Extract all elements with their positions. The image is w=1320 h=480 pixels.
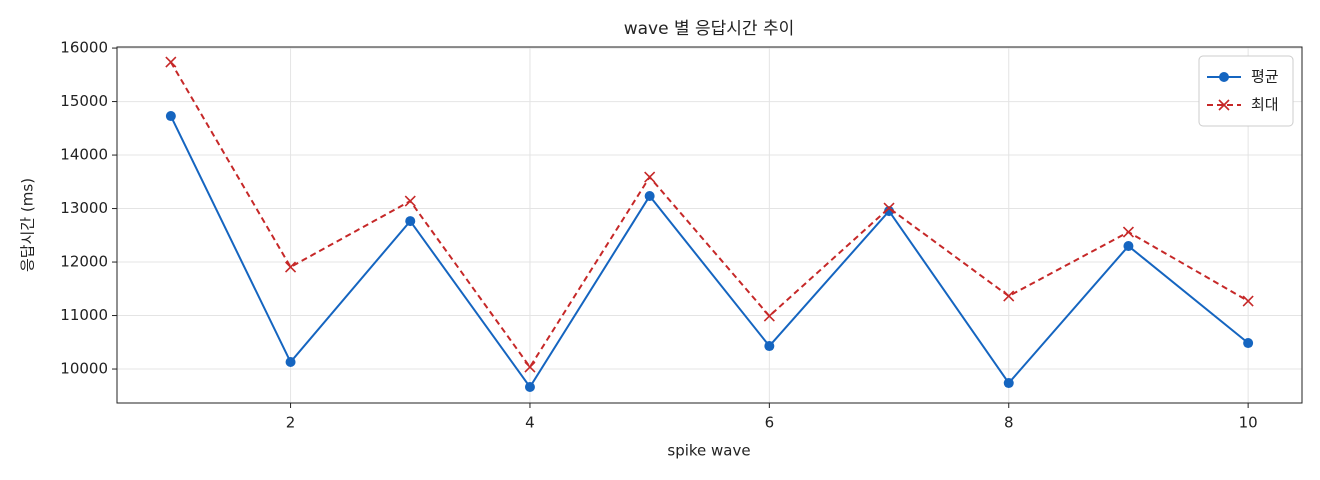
marker bbox=[285, 357, 296, 368]
y-tick-label: 13000 bbox=[60, 199, 108, 217]
marker bbox=[644, 171, 656, 183]
marker bbox=[524, 382, 535, 393]
marker bbox=[1242, 295, 1254, 307]
marker bbox=[165, 56, 177, 68]
marker bbox=[524, 361, 536, 373]
x-tick-label: 8 bbox=[1004, 414, 1014, 432]
x-tick-label: 4 bbox=[525, 414, 535, 432]
legend-marker bbox=[1219, 72, 1229, 82]
y-tick-label: 10000 bbox=[60, 360, 108, 378]
marker bbox=[763, 310, 775, 322]
legend-label: 최대 bbox=[1251, 96, 1279, 114]
marker bbox=[165, 111, 176, 122]
y-tick-label: 15000 bbox=[60, 92, 108, 110]
marker bbox=[1003, 290, 1015, 302]
marker bbox=[1122, 226, 1135, 238]
y-tick-label: 14000 bbox=[60, 146, 108, 164]
legend-label: 평균 bbox=[1251, 68, 1279, 86]
marker bbox=[764, 341, 775, 352]
y-tick-label: 16000 bbox=[60, 39, 108, 57]
y-tick-label: 11000 bbox=[60, 306, 108, 324]
marker bbox=[1123, 241, 1134, 252]
marker bbox=[405, 216, 416, 227]
marker bbox=[883, 202, 895, 214]
y-axis-label: 응답시간 (ms) bbox=[19, 178, 37, 272]
x-tick-label: 6 bbox=[765, 414, 775, 432]
line bbox=[170, 61, 1249, 369]
y-tick-label: 12000 bbox=[60, 253, 108, 271]
chart-title: wave 별 응답시간 추이 bbox=[624, 19, 795, 39]
line bbox=[169, 115, 1249, 389]
legend-box bbox=[1198, 55, 1294, 127]
marker bbox=[1243, 338, 1254, 349]
marker bbox=[404, 195, 416, 207]
x-axis-label: spike wave bbox=[667, 442, 750, 460]
marker bbox=[644, 191, 655, 202]
legend-marker bbox=[1218, 99, 1230, 111]
x-tick-label: 10 bbox=[1239, 414, 1258, 432]
plot-frame bbox=[116, 46, 1303, 404]
marker bbox=[1003, 378, 1014, 389]
marker bbox=[284, 261, 297, 273]
x-tick-label: 2 bbox=[286, 414, 296, 432]
marker bbox=[884, 206, 895, 217]
